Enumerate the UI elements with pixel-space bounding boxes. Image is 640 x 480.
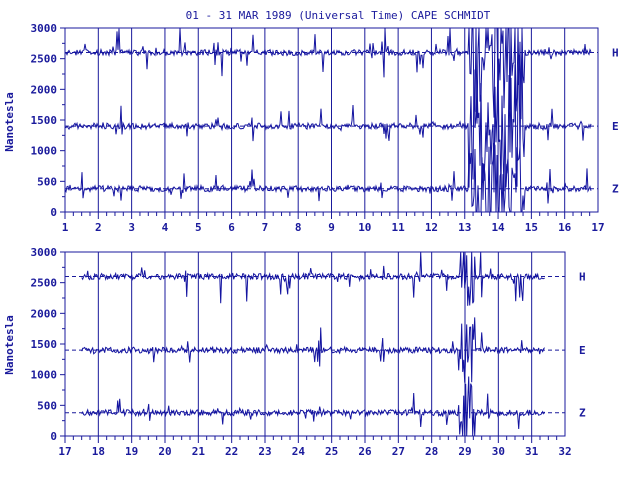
x-tick-label: 2 [95, 221, 102, 234]
x-tick-label: 17 [591, 221, 604, 234]
y-axis-label-top: Nanotesla [3, 92, 16, 152]
x-tick-label: 17 [58, 445, 71, 458]
x-tick-label: 12 [425, 221, 438, 234]
x-tick-label: 3 [128, 221, 135, 234]
y-axis-label-bottom: Nanotesla [3, 315, 16, 375]
y-tick-label: 1000 [31, 145, 58, 158]
x-tick-label: 10 [358, 221, 371, 234]
trace-E [81, 317, 546, 383]
x-tick-label: 13 [458, 221, 471, 234]
x-tick-label: 11 [392, 221, 406, 234]
component-label-E: E [579, 344, 586, 357]
x-tick-label: 28 [425, 445, 438, 458]
y-tick-label: 500 [37, 175, 57, 188]
component-label-E: E [612, 120, 619, 133]
x-tick-label: 20 [158, 445, 171, 458]
x-tick-label: 31 [525, 445, 539, 458]
y-tick-label: 2000 [31, 307, 58, 320]
x-tick-label: 24 [292, 445, 306, 458]
trace-Z [81, 376, 546, 437]
panel-top: 1 2 3 4 5 6 7 8 9 10 11 12 13 14 15 16 17050010001500200… [31, 22, 620, 234]
component-label-Z: Z [579, 407, 586, 420]
x-tick-label: 22 [225, 445, 238, 458]
x-tick-label: 1 [62, 221, 69, 234]
x-tick-label: 4 [162, 221, 169, 234]
trace-H [81, 251, 545, 306]
y-tick-label: 500 [37, 399, 57, 412]
y-tick-label: 0 [50, 206, 57, 219]
x-tick-label: 23 [258, 445, 271, 458]
y-tick-label: 1500 [31, 114, 58, 127]
component-label-Z: Z [612, 183, 619, 196]
trace-H [64, 27, 592, 124]
chart-title: 01 - 31 MAR 1989 (Universal Time) CAPE S… [186, 9, 491, 22]
component-label-H: H [579, 271, 586, 284]
x-tick-label: 7 [262, 221, 269, 234]
x-tick-label: 9 [328, 221, 335, 234]
x-tick-label: 15 [525, 221, 538, 234]
x-tick-label: 25 [325, 445, 338, 458]
x-tick-label: 8 [295, 221, 302, 234]
x-tick-label: 32 [558, 445, 571, 458]
panel-bottom: 17 18 19 20 21 22 23 24 25 26 27 28 29 30 31 32 0 500 1000… [31, 246, 587, 458]
x-tick-label: 26 [358, 445, 372, 458]
x-tick-label: 6 [228, 221, 235, 234]
y-tick-label: 1500 [31, 338, 58, 351]
trace-E [64, 54, 592, 193]
x-tick-label: 21 [192, 445, 206, 458]
trace-Z [64, 142, 592, 213]
y-tick-label: 1000 [31, 369, 58, 382]
x-tick-label: 5 [195, 221, 202, 234]
y-tick-label: 0 [50, 430, 57, 443]
y-tick-label: 3000 [31, 22, 58, 35]
x-tick-label: 30 [492, 445, 505, 458]
x-tick-label: 14 [491, 221, 505, 234]
y-tick-label: 2500 [31, 277, 58, 290]
x-tick-label: 18 [92, 445, 105, 458]
y-tick-label: 2000 [31, 83, 58, 96]
y-tick-label: 3000 [31, 246, 58, 259]
x-tick-label: 29 [458, 445, 471, 458]
y-tick-label: 2500 [31, 53, 58, 66]
x-tick-label: 27 [392, 445, 405, 458]
plot-frame [64, 251, 566, 437]
x-tick-label: 16 [558, 221, 572, 234]
component-label-H: H [612, 47, 619, 60]
x-tick-label: 19 [125, 445, 138, 458]
